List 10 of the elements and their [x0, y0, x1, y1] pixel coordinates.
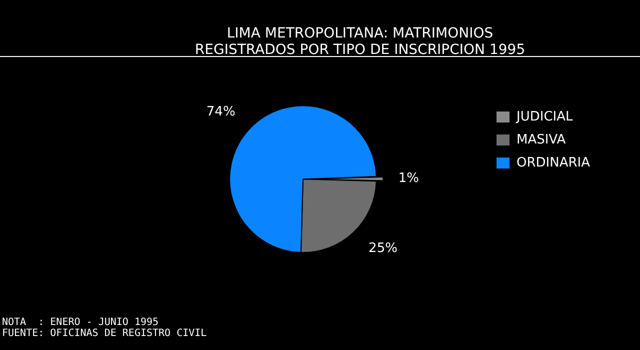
source-note: FUENTE: OFICINAS DE REGISTRO CIVIL — [2, 328, 207, 339]
data-label: 1% — [398, 171, 420, 186]
data-label: 74% — [206, 104, 236, 120]
data-label: 25% — [368, 240, 398, 256]
legend-label: JUDICIAL — [516, 109, 574, 124]
legend-label: MASIVA — [516, 132, 566, 148]
text: REGISTRADOS POR TIPO DE INSCRIPCION 1995 — [194, 42, 526, 58]
text: NOTA : ENERO - JUNIO 1995 — [2, 317, 160, 328]
text: LIMA METROPOLITANA: MATRIMONIOS — [226, 26, 494, 42]
legend-label: ORDINARIA — [516, 155, 590, 170]
